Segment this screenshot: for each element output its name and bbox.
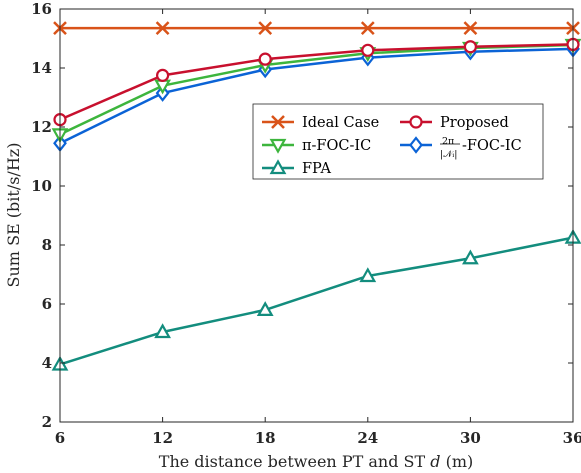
data-point: [463, 40, 477, 54]
plot-layer: [51, 21, 581, 371]
legend-entry: FPA: [262, 159, 331, 177]
legend-marker: [409, 136, 423, 154]
series-line: [59, 47, 574, 145]
y-tick-label: 2: [42, 413, 52, 431]
data-point: [256, 301, 274, 316]
legend-entry: Proposed: [400, 115, 509, 131]
x-axis-label: The distance between PT and ST d (m): [159, 452, 473, 471]
legend-marker: [409, 115, 423, 129]
legend-label: FPA: [302, 161, 331, 177]
y-axis-label: Sum SE (bit/s/Hz): [4, 143, 23, 288]
legend-label: π-FOC-IC: [302, 138, 371, 154]
data-point: [361, 43, 375, 57]
data-point: [359, 267, 377, 283]
x-tick-label: 12: [152, 429, 173, 447]
x-tick-label: 24: [357, 429, 378, 447]
series-1: [53, 37, 580, 127]
data-point: [462, 249, 479, 265]
plot-frame: [59, 8, 574, 423]
y-tick-label: 6: [42, 295, 52, 313]
x-tick-label: 18: [255, 429, 276, 447]
legend-box: [252, 103, 544, 180]
legend-marker: [269, 159, 287, 175]
y-tick-label: 8: [42, 236, 52, 254]
series-line: [59, 236, 574, 366]
y-tick-label: 12: [31, 118, 52, 136]
series-4: [51, 228, 581, 371]
legend-marker: [271, 115, 285, 129]
legend-entry: π-FOC-IC: [262, 138, 371, 154]
legend-entry: Ideal Case: [262, 115, 379, 131]
legend-entry: 2π |𝒩ᵢ|-FOC-IC: [400, 136, 522, 160]
data-point: [463, 21, 478, 36]
series-line: [59, 43, 574, 121]
legend-marker: [269, 138, 287, 154]
legend-label: Proposed: [440, 115, 509, 131]
x-tick-label: 36: [563, 429, 581, 447]
y-tick-label: 4: [42, 354, 52, 372]
x-tick-label: 6: [55, 429, 65, 447]
data-point: [360, 21, 375, 36]
x-axis-ticks: 6 12 18 24 30 36: [55, 9, 581, 447]
data-point: [156, 68, 170, 82]
legend-label: Ideal Case: [302, 115, 379, 131]
legend: Ideal Case Proposed π-FOC-IC 2π |𝒩ᵢ|-FOC-IC F…: [252, 103, 544, 180]
y-tick-label: 16: [31, 0, 52, 18]
x-tick-label: 30: [460, 429, 481, 447]
data-point: [258, 52, 272, 66]
data-point: [154, 323, 171, 339]
data-point: [155, 21, 170, 36]
y-axis-ticks: 2 4 6 8 10 12 14 16: [31, 0, 573, 431]
series-0: [53, 21, 580, 36]
data-point: [258, 21, 273, 36]
y-tick-label: 10: [31, 177, 52, 195]
legend-label: 2π |𝒩ᵢ|-FOC-IC: [440, 136, 522, 160]
y-tick-label: 14: [31, 59, 52, 77]
